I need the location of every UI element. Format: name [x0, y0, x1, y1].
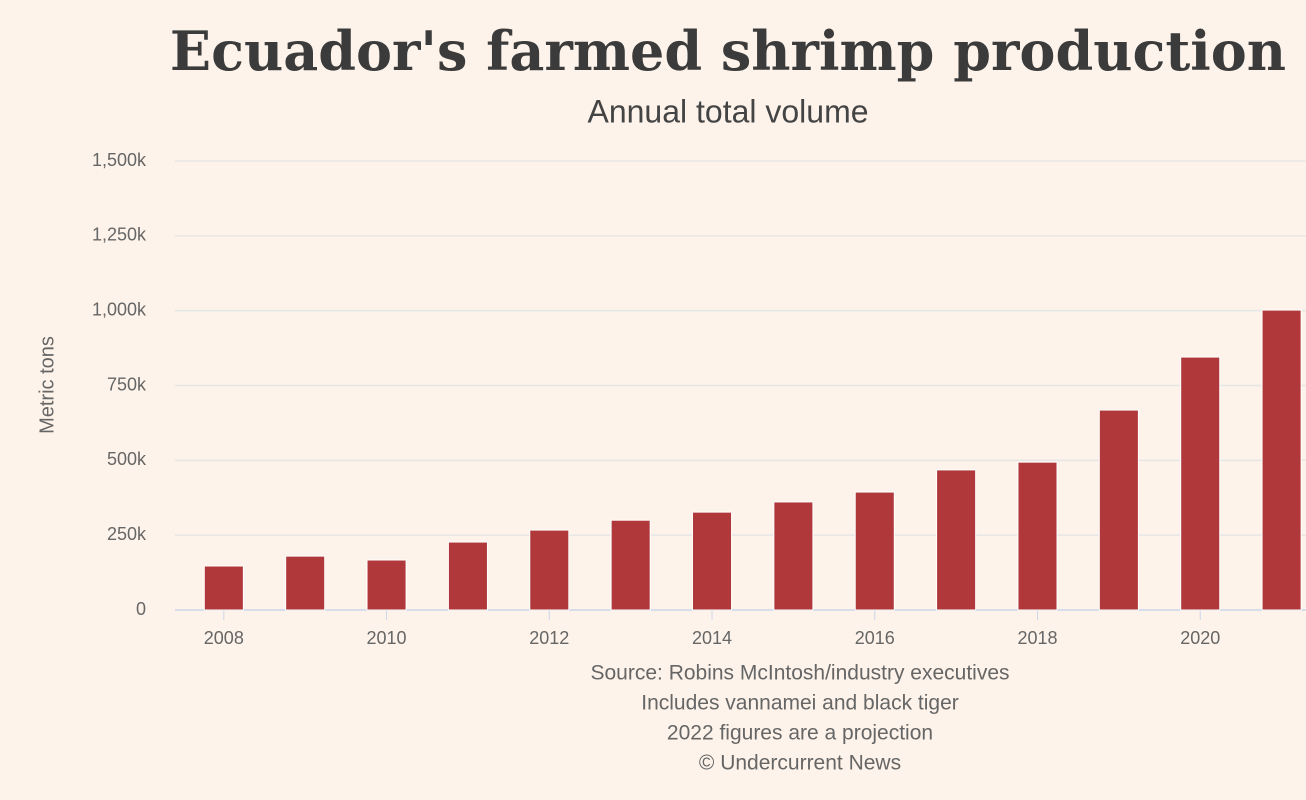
x-tick-label: 2020	[1180, 628, 1220, 648]
bar	[529, 529, 570, 611]
footnote: Source: Robins McIntosh/industry executi…	[590, 662, 1009, 685]
x-tick-label: 2012	[529, 628, 569, 648]
y-tick-label: 1,500k	[92, 150, 147, 170]
y-tick-label: 250k	[107, 524, 147, 544]
bar	[691, 511, 733, 611]
bar	[1261, 309, 1302, 611]
bar	[366, 559, 407, 611]
footnote: 2022 figures are a projection	[667, 722, 933, 745]
bar	[1098, 409, 1139, 611]
y-axis-label: Metric tons	[36, 336, 58, 434]
bar	[1180, 356, 1221, 611]
bar	[1017, 461, 1058, 611]
chart-title: Ecuador's farmed shrimp production	[170, 19, 1286, 83]
y-tick-label: 750k	[107, 374, 147, 394]
y-tick-label: 1,250k	[92, 225, 147, 245]
chart-subtitle: Annual total volume	[587, 93, 868, 129]
bar	[936, 469, 977, 611]
x-tick-label: 2014	[692, 628, 732, 648]
bar	[447, 541, 488, 611]
bars	[203, 309, 1302, 611]
bar	[610, 519, 651, 611]
footnote: © Undercurrent News	[699, 752, 901, 775]
x-tick-label: 2008	[204, 628, 244, 648]
footnote: Includes vannamei and black tiger	[641, 692, 959, 715]
bar	[854, 491, 895, 611]
x-tick-label: 2016	[855, 628, 895, 648]
x-tick-label: 2010	[367, 628, 407, 648]
x-tick-label: 2018	[1017, 628, 1057, 648]
y-tick-label: 500k	[107, 449, 147, 469]
bar	[285, 555, 326, 611]
bar	[773, 501, 814, 611]
y-tick-label: 1,000k	[92, 299, 147, 319]
grid	[175, 160, 1306, 620]
y-tick-label: 0	[136, 599, 146, 619]
bar	[203, 565, 244, 611]
